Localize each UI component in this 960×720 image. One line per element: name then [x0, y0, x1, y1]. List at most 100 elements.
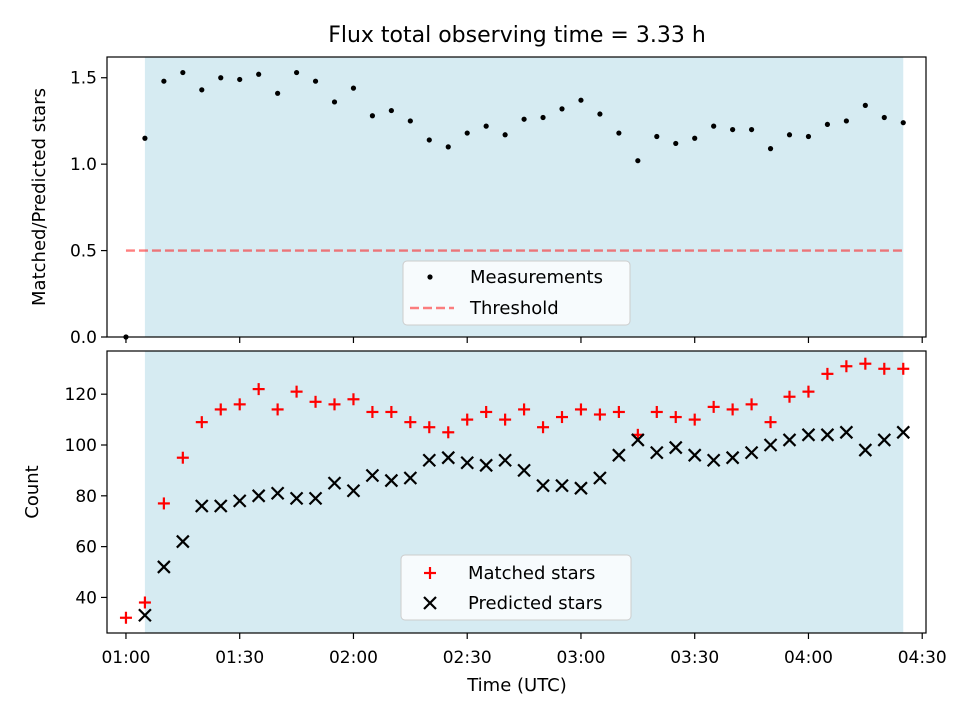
matched-star-point [688, 413, 701, 426]
predicted-star-point [536, 478, 550, 493]
measurement-point [218, 75, 224, 81]
measurement-point [881, 114, 887, 121]
predicted-star-point [232, 494, 247, 508]
predicted-star-point [270, 486, 285, 501]
measurement-point [900, 120, 906, 126]
measurement-point [369, 113, 376, 119]
measurement-point [180, 69, 186, 76]
predicted-star-point [555, 478, 569, 493]
legend-predicted-label: Predicted stars [468, 593, 602, 614]
matched-star-point [271, 403, 284, 416]
matched-star-point [385, 405, 398, 418]
matched-star-point [878, 362, 891, 375]
predicted-star-point [498, 453, 512, 468]
measurement-point [275, 90, 281, 96]
y-tick-label: 0.0 [70, 328, 97, 348]
matched-star-point [328, 398, 341, 411]
matched-star-point [347, 393, 360, 406]
measurement-point [578, 97, 584, 103]
matched-star-point [195, 416, 208, 429]
predicted-star-point [176, 534, 190, 549]
measurement-point [237, 76, 243, 83]
legend-matched-marker [424, 567, 436, 579]
matched-star-point [650, 405, 663, 418]
matched-star-point [252, 383, 265, 396]
measurement-point [824, 121, 831, 128]
measurement-point [161, 78, 167, 84]
bottom-y-axis-label: Count [22, 465, 43, 518]
predicted-star-point [877, 433, 892, 447]
matched-star-point [119, 611, 132, 624]
legend-predicted-marker [423, 596, 437, 610]
matched-star-point [366, 405, 379, 418]
y-tick-label: 100 [65, 436, 97, 456]
matched-star-point [157, 497, 170, 510]
matched-star-point [404, 416, 417, 429]
predicted-star-point [839, 425, 854, 440]
predicted-star-point [896, 425, 911, 440]
matched-star-point [745, 398, 758, 411]
top-y-ticks: 0.0 0.5 1.0 1.5 [70, 69, 107, 348]
y-tick-label: 0.5 [70, 242, 97, 262]
measurement-point [597, 111, 603, 117]
measurement-point [692, 135, 698, 141]
top-axes-frame [106, 56, 927, 338]
matched-star-point [593, 408, 606, 421]
matched-star-point [840, 360, 853, 373]
measurement-point [862, 102, 868, 108]
y-tick-label: 80 [75, 487, 97, 507]
matched-star-point [138, 596, 151, 609]
predicted-star-point [631, 433, 645, 447]
predicted-star-point [650, 445, 664, 460]
matched-star-point [480, 405, 493, 418]
bottom-y-ticks: 40 60 80 100 120 [65, 385, 107, 608]
predicted-star-point [422, 453, 437, 468]
measurement-point [445, 144, 451, 150]
matched-star-point [233, 398, 246, 411]
measurement-point [426, 137, 432, 143]
matched-star-point [612, 405, 625, 418]
predicted-star-point [308, 491, 323, 506]
measurement-point [711, 123, 717, 129]
measurement-point [483, 123, 489, 129]
predicted-star-point [327, 476, 342, 490]
x-tick-label: 04:00 [784, 648, 833, 668]
bottom-x-ticks: 01:00 01:30 02:00 02:30 03:00 03:30 04:00 04:30 [101, 633, 947, 668]
matched-star-point [499, 413, 512, 426]
matched-star-point [176, 451, 189, 464]
matched-star-point [897, 362, 910, 375]
measurement-point [350, 85, 357, 91]
predicted-star-point [441, 450, 456, 465]
measurement-point [388, 107, 394, 114]
predicted-star-point [138, 608, 152, 622]
bottom-legend-box [400, 554, 632, 621]
x-tick-label: 02:30 [443, 648, 492, 668]
predicted-star-point [763, 438, 778, 452]
top-plot-marks [123, 69, 906, 340]
measurement-point [521, 116, 527, 122]
measurement-point [767, 146, 774, 152]
predicted-star-point [157, 560, 171, 574]
y-tick-label: 60 [75, 538, 97, 558]
matched-star-point [442, 426, 455, 439]
predicted-star-point [706, 453, 721, 468]
x-tick-label: 02:00 [329, 648, 378, 668]
predicted-star-point [744, 445, 759, 460]
matched-star-point [423, 421, 436, 434]
bottom-plot-marks [119, 357, 911, 624]
measurement-point [331, 99, 338, 105]
x-tick-label: 03:30 [670, 648, 719, 668]
predicted-star-point [460, 456, 474, 470]
measurement-point [805, 133, 812, 140]
legend-threshold-label: Threshold [469, 298, 559, 319]
x-tick-label: 01:00 [101, 648, 150, 668]
top-legend: Measurements Threshold [402, 260, 631, 326]
predicted-star-point [782, 433, 797, 447]
measurement-point [673, 140, 679, 147]
top-panel: 0.0 0.5 1.0 1.5 Matched/Predicted stars Mea… [29, 56, 927, 348]
measurement-point [559, 106, 565, 112]
measurement-point [654, 133, 660, 140]
x-tick-label: 03:00 [556, 648, 605, 668]
measurement-point [635, 158, 641, 164]
legend-matched-label: Matched stars [468, 563, 595, 584]
